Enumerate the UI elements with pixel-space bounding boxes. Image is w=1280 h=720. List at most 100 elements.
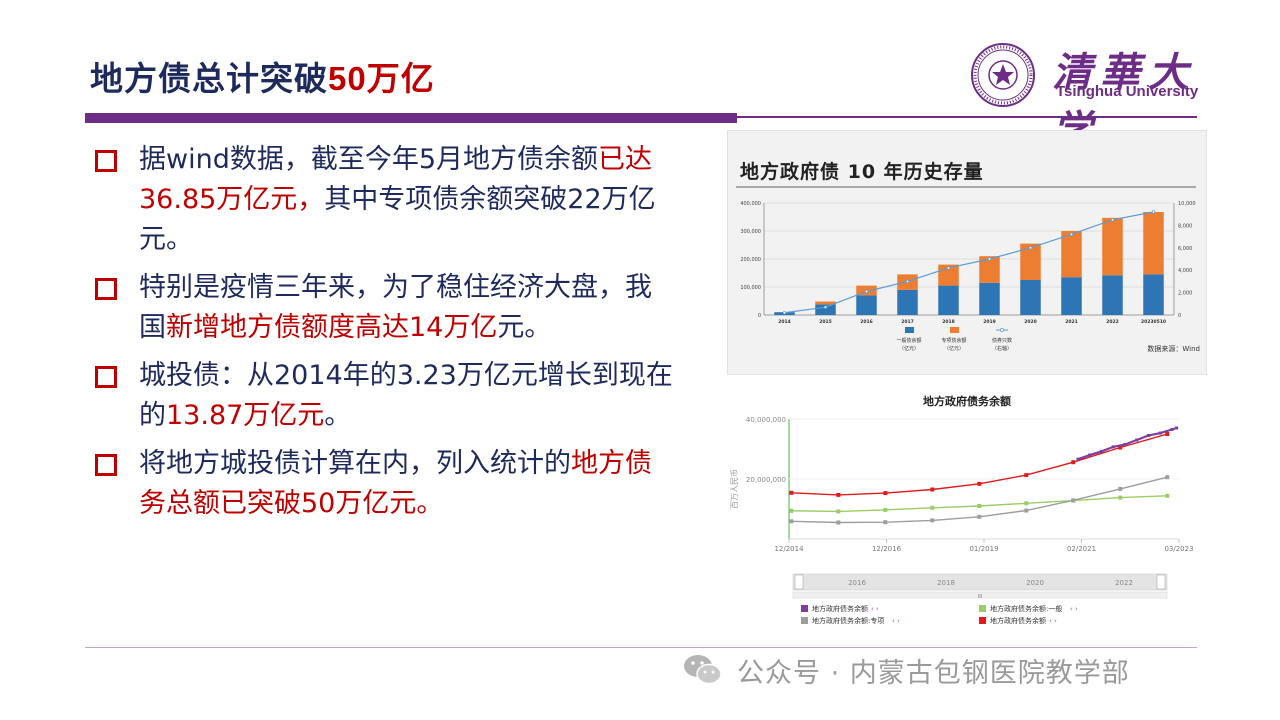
chart2-scrollbar bbox=[792, 591, 1168, 599]
chart2-series-point bbox=[1111, 445, 1115, 449]
chart1-bar-special bbox=[815, 301, 836, 305]
chart1-x-tick: 2019 bbox=[983, 319, 996, 325]
chart2-x-tick: 03/2023 bbox=[1164, 545, 1193, 553]
chart2-series-point bbox=[977, 504, 982, 508]
chart1-x-tick: 2020 bbox=[1024, 319, 1037, 325]
chart1-y-tick: 100,000 bbox=[740, 285, 761, 291]
title-underline-bar bbox=[85, 113, 737, 123]
chart1-x-tick: 2022 bbox=[1106, 319, 1119, 325]
chart2-series-point bbox=[1071, 460, 1076, 465]
chart1-bar-general bbox=[897, 289, 918, 315]
chart2-series-point bbox=[836, 492, 841, 497]
chart1-bar-general bbox=[938, 285, 959, 315]
chart2-series-point bbox=[1076, 457, 1080, 461]
chart2-legend-arrows: ‹ › bbox=[1070, 605, 1078, 613]
chart1-line-point bbox=[1028, 246, 1033, 250]
bullet-box-icon bbox=[95, 366, 117, 388]
bullet-text: 据wind数据，截至今年5月地方债余额 bbox=[139, 144, 599, 175]
slide-title: 地方债总计突破50万亿 bbox=[90, 52, 435, 100]
bullet-highlight-text: 13.87万亿元 bbox=[166, 400, 325, 431]
chart2-series-point bbox=[836, 520, 841, 525]
footer-rule bbox=[85, 647, 1197, 648]
chart1-bar-general bbox=[815, 304, 836, 315]
chart2-x-tick: 01/2019 bbox=[969, 545, 998, 553]
chart1-bar-special bbox=[1102, 217, 1123, 276]
chart2-series-point bbox=[1170, 428, 1174, 431]
chart2-series-point bbox=[1024, 501, 1029, 506]
bullet-item: 据wind数据，截至今年5月地方债余额已达36.85万亿元，其中专项债余额突破2… bbox=[95, 140, 675, 260]
chart2-legend-label: 地方政府债务余额 bbox=[812, 604, 868, 613]
slide-title-prefix: 地方债总计突破 bbox=[90, 59, 328, 98]
chart1-legend-label: 债券只数 bbox=[992, 337, 1012, 344]
logo-english-text: Tsinghua University bbox=[1056, 83, 1199, 100]
chart2-navigator-handle-left bbox=[794, 574, 804, 590]
chart2-navigator-handle-right bbox=[1156, 574, 1166, 590]
chart2-navigator-tick: 2016 bbox=[848, 579, 866, 587]
chart2-series-point bbox=[930, 487, 935, 492]
chart2-legend-label: 地方政府债务余额:一般 bbox=[990, 604, 1062, 613]
chart1-legend-label: （亿元） bbox=[944, 345, 964, 352]
bullet-text: 其中专项债余额突破22万亿元。 bbox=[139, 184, 656, 255]
chart1-x-tick: 2016 bbox=[860, 319, 873, 325]
chart2-series-point bbox=[1088, 453, 1092, 457]
bullet-text: 将地方城投债计算在内，列入统计的 bbox=[139, 448, 571, 479]
chart2-legend-swatch bbox=[801, 617, 808, 624]
chart2-series-point bbox=[883, 491, 888, 496]
chart1-legend-marker bbox=[1000, 328, 1004, 332]
chart1-bar-general bbox=[1143, 274, 1164, 315]
chart2-legend-arrows: ‹ › bbox=[892, 617, 900, 625]
chart1-x-tick: 2017 bbox=[901, 319, 914, 325]
chart2-series-point bbox=[1024, 508, 1029, 513]
chart2-x-tick: 12/2014 bbox=[774, 545, 804, 553]
chart1-legend-swatch bbox=[950, 327, 959, 333]
chart2-navigator-tick: 2020 bbox=[1026, 579, 1044, 587]
chart2-series-point bbox=[930, 518, 935, 523]
chart1-line-point bbox=[1110, 218, 1115, 222]
chart2-series-point bbox=[930, 505, 935, 510]
chart-bond-stock-10y: 地方政府债 10 年历史存量 0 100,000 200,000 300,000 400… bbox=[727, 130, 1207, 375]
chart2-series-point bbox=[1175, 426, 1179, 430]
chart2-series-point bbox=[789, 490, 794, 495]
bullet-item: 特别是疫情三年来，为了稳住经济大盘，我国新增地方债额度高达14万亿元。 bbox=[95, 268, 675, 348]
chart1-bar-special bbox=[1143, 211, 1164, 275]
chart1-y2-tick: 10,000 bbox=[1178, 201, 1196, 207]
chart1-bar-general bbox=[1020, 280, 1041, 315]
bullet-text: 元。 bbox=[497, 312, 552, 343]
bullet-box-icon bbox=[95, 150, 117, 172]
chart1-y2-tick: 0 bbox=[1178, 313, 1181, 319]
chart2-y-tick: 40,000,000 bbox=[746, 416, 786, 424]
footer-text: 公众号 · 内蒙古包钢医院教学部 bbox=[737, 657, 1130, 689]
chart2-legend-arrows: ‹ › bbox=[871, 605, 879, 613]
bullet-text: 特别是疫情三年来，为了稳住经济大盘，我国 bbox=[139, 272, 652, 343]
chart2-legend-label: 地方政府债务余额 bbox=[990, 616, 1046, 625]
chart2-series-point bbox=[1024, 473, 1029, 478]
chart1-line-point bbox=[905, 279, 910, 284]
chart2-series-point bbox=[1123, 443, 1127, 446]
chart1-y-tick: 0 bbox=[758, 313, 761, 319]
chart2-series-point bbox=[1165, 493, 1170, 498]
chart2-legend-label: 地方政府债务余额:专项 bbox=[812, 616, 884, 625]
wechat-icon bbox=[684, 655, 722, 685]
chart2-legend-swatch bbox=[979, 605, 986, 612]
chart1-bar-general bbox=[979, 282, 1000, 315]
bullet-item: 将地方城投债计算在内，列入统计的地方债务总额已突破50万亿元。 bbox=[95, 444, 675, 524]
bullet-highlight-text: 地方债务总额已突破50万亿元。 bbox=[139, 448, 652, 519]
chart2-title: 地方政府债务余额 bbox=[923, 394, 1011, 408]
footer: 公众号 · 内蒙古包钢医院教学部 bbox=[683, 648, 1130, 692]
chart2-series-point bbox=[883, 507, 888, 512]
chart2-series-point bbox=[1165, 432, 1170, 436]
chart1-y-tick: 300,000 bbox=[740, 229, 761, 235]
chart2-series-point bbox=[1071, 498, 1076, 503]
chart2-series-point bbox=[836, 509, 841, 514]
bullet-box-icon bbox=[95, 278, 117, 300]
chart1-x-tick: 2015 bbox=[819, 319, 832, 325]
chart2-legend-arrows: ‹ › bbox=[1049, 617, 1057, 625]
chart2-series-point bbox=[1135, 438, 1139, 442]
chart1-bar-general bbox=[1061, 277, 1082, 315]
chart1-source: 数据来源：Wind bbox=[1147, 344, 1200, 353]
bullet-item: 城投债：从2014年的3.23万亿元增长到现在的13.87万亿元。 bbox=[95, 356, 675, 436]
chart2-series-point bbox=[1118, 486, 1123, 491]
chart1-x-tick: 2021 bbox=[1065, 319, 1078, 325]
chart1-y-tick: 400,000 bbox=[740, 201, 761, 207]
chart2-series-point bbox=[1146, 434, 1150, 437]
